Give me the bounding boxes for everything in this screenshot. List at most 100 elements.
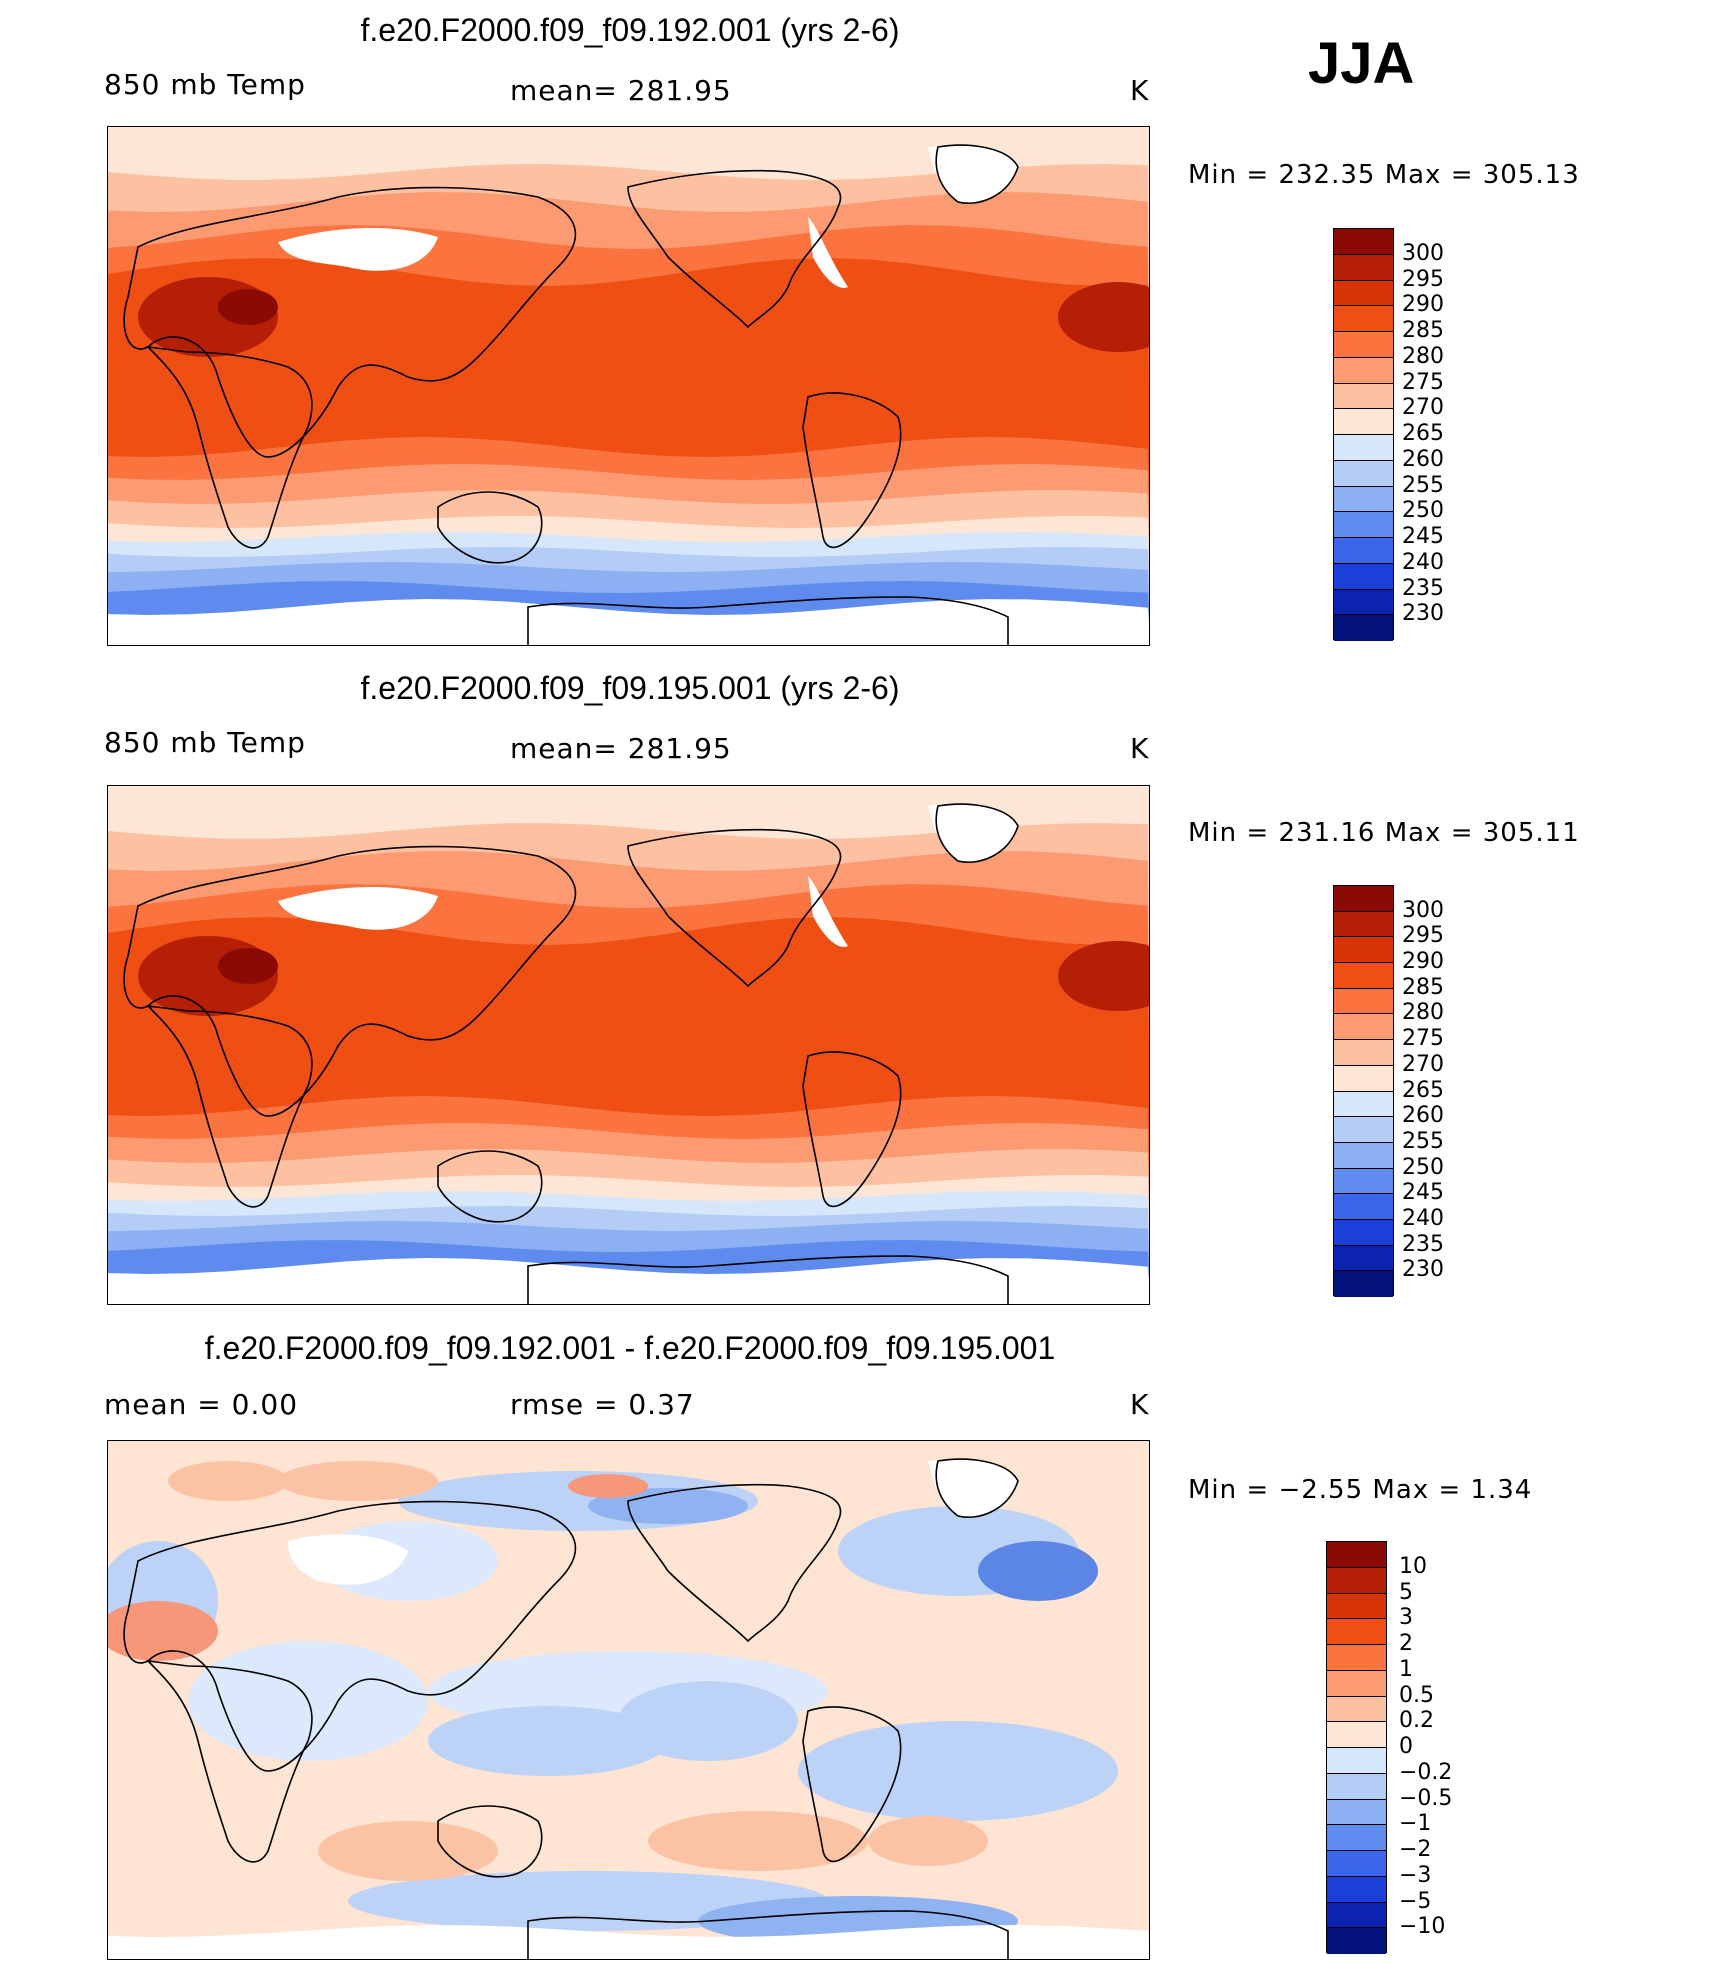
- panel-1-title: f.e20.F2000.f09_f09.192.001 (yrs 2-6): [360, 12, 900, 48]
- colorbar-swatch: [1327, 1593, 1386, 1620]
- diff-negative-region: [588, 1488, 748, 1524]
- colorbar-swatch: [1327, 1773, 1386, 1800]
- colorbar-swatch: [1334, 1117, 1393, 1143]
- coastline: [935, 1458, 1019, 1518]
- coastline: [437, 1805, 543, 1878]
- panel-2-mean-label: mean= 281.95: [510, 732, 732, 765]
- colorbar-swatch: [1334, 357, 1393, 384]
- colorbar-level-label: 265: [1402, 421, 1444, 446]
- diff-positive-region: [278, 1461, 438, 1501]
- colorbar-swatch: [1334, 1219, 1393, 1246]
- diff-negative-region: [798, 1721, 1118, 1821]
- temp-band: [108, 786, 1149, 832]
- panel-2-variable-label: 850 mb Temp: [104, 726, 306, 759]
- coastline: [123, 186, 577, 458]
- diff-negative-region: [618, 1681, 798, 1761]
- panel-1-mean-label: mean= 281.95: [510, 74, 732, 107]
- colorbar-swatch: [1327, 1851, 1386, 1877]
- diff-positive-region: [648, 1811, 868, 1871]
- coastline: [145, 1659, 313, 1863]
- colorbar-level-label: 235: [1402, 575, 1444, 601]
- colorbar-swatch: [1334, 383, 1393, 410]
- panel-1-units-label: K: [1130, 74, 1150, 107]
- colorbar-level-label: −10: [1399, 1914, 1446, 1940]
- missing-data: [928, 1459, 1018, 1518]
- colorbar-level-label: 245: [1402, 1180, 1444, 1206]
- missing-data: [808, 217, 848, 288]
- coastline: [935, 144, 1019, 204]
- colorbar-level-label: −5: [1399, 1888, 1432, 1914]
- colorbar-level-label: 270: [1402, 1051, 1444, 1077]
- colorbar-swatch: [1327, 1748, 1386, 1774]
- antarctica: [108, 599, 1149, 645]
- colorbar-level-label: 255: [1402, 1128, 1444, 1154]
- coastline: [145, 1004, 313, 1208]
- colorbar-level-label: 240: [1402, 1205, 1444, 1231]
- colorbar-swatch: [1327, 1722, 1386, 1748]
- colorbar-level-label: −0.5: [1399, 1785, 1453, 1811]
- colorbar-level-label: −1: [1399, 1811, 1432, 1837]
- coastline: [527, 1255, 1009, 1304]
- colorbar-level-label: −2: [1399, 1837, 1432, 1862]
- colorbar-level-label: 250: [1402, 498, 1444, 524]
- colorbar-level-label: 290: [1402, 949, 1444, 975]
- colorbar-level-label: 295: [1402, 266, 1444, 292]
- panel-2-title: f.e20.F2000.f09_f09.195.001 (yrs 2-6): [360, 670, 900, 706]
- coastline: [802, 392, 902, 549]
- colorbar-swatch: [1334, 1142, 1393, 1169]
- colorbar-swatch: [1327, 1825, 1386, 1851]
- panel-2-minmax: Min = 231.16 Max = 305.11: [1188, 818, 1580, 848]
- colorbar-level-label: 0: [1399, 1734, 1413, 1759]
- colorbar-level-label: 295: [1402, 923, 1444, 949]
- colorbar-swatch: [1334, 486, 1393, 513]
- colorbar-level-label: 290: [1402, 292, 1444, 318]
- colorbar-level-label: 10: [1399, 1553, 1427, 1579]
- colorbar-swatch: [1334, 435, 1393, 461]
- colorbar-swatch: [1327, 1902, 1386, 1929]
- hot-region: [1058, 941, 1149, 1011]
- hot-region: [1058, 282, 1149, 352]
- colorbar-swatch: [1327, 1696, 1386, 1723]
- colorbar-level-label: 250: [1402, 1154, 1444, 1180]
- missing-data: [278, 227, 438, 271]
- colorbar-swatch: [1334, 911, 1393, 938]
- panel-1-map: [107, 126, 1150, 646]
- season-label: JJA: [1308, 31, 1415, 96]
- colorbar-swatch: [1327, 1928, 1386, 1954]
- colorbar-swatch: [1334, 512, 1393, 538]
- colorbar-level-label: 275: [1402, 1026, 1444, 1052]
- colorbar-level-label: 260: [1402, 446, 1444, 472]
- coastline: [527, 596, 1009, 645]
- missing-data: [928, 145, 1018, 204]
- colorbar-level-label: −3: [1399, 1862, 1432, 1888]
- colorbar-swatch: [1334, 254, 1393, 281]
- colorbar-swatch: [1334, 1014, 1393, 1041]
- colorbar-level-label: 5: [1399, 1579, 1413, 1605]
- colorbar-swatch: [1334, 589, 1393, 616]
- colorbar-level-label: 1: [1399, 1656, 1413, 1682]
- colorbar-level-label: 0.5: [1399, 1682, 1434, 1708]
- colorbar-level-label: 275: [1402, 369, 1444, 395]
- missing-data: [278, 886, 438, 930]
- colorbar-level-label: 235: [1402, 1231, 1444, 1257]
- colorbar-swatch: [1334, 937, 1393, 964]
- colorbar-level-label: 3: [1399, 1605, 1413, 1631]
- diff-positive-region: [318, 1821, 498, 1881]
- panel-1-minmax: Min = 232.35 Max = 305.13: [1188, 160, 1580, 190]
- colorbar-swatch: [1334, 306, 1393, 332]
- colorbar-swatch: [1327, 1670, 1386, 1697]
- diff-positive-region: [568, 1474, 648, 1498]
- coastline: [145, 345, 313, 549]
- missing-data: [928, 804, 1018, 863]
- panel-3-units-label: K: [1130, 1388, 1150, 1421]
- colorbar-swatch: [1334, 563, 1393, 590]
- colorbar-level-label: 285: [1402, 974, 1444, 1000]
- panel-1-colorbar: [1333, 228, 1394, 641]
- panel-2-map: [107, 785, 1150, 1305]
- colorbar-level-label: 280: [1402, 343, 1444, 369]
- panel-3-rmse-label: rmse = 0.37: [510, 1388, 695, 1421]
- colorbar-swatch: [1334, 1271, 1393, 1297]
- colorbar-swatch: [1334, 1168, 1393, 1195]
- colorbar-swatch: [1327, 1619, 1386, 1645]
- panel-3-minmax: Min = −2.55 Max = 1.34: [1188, 1475, 1533, 1505]
